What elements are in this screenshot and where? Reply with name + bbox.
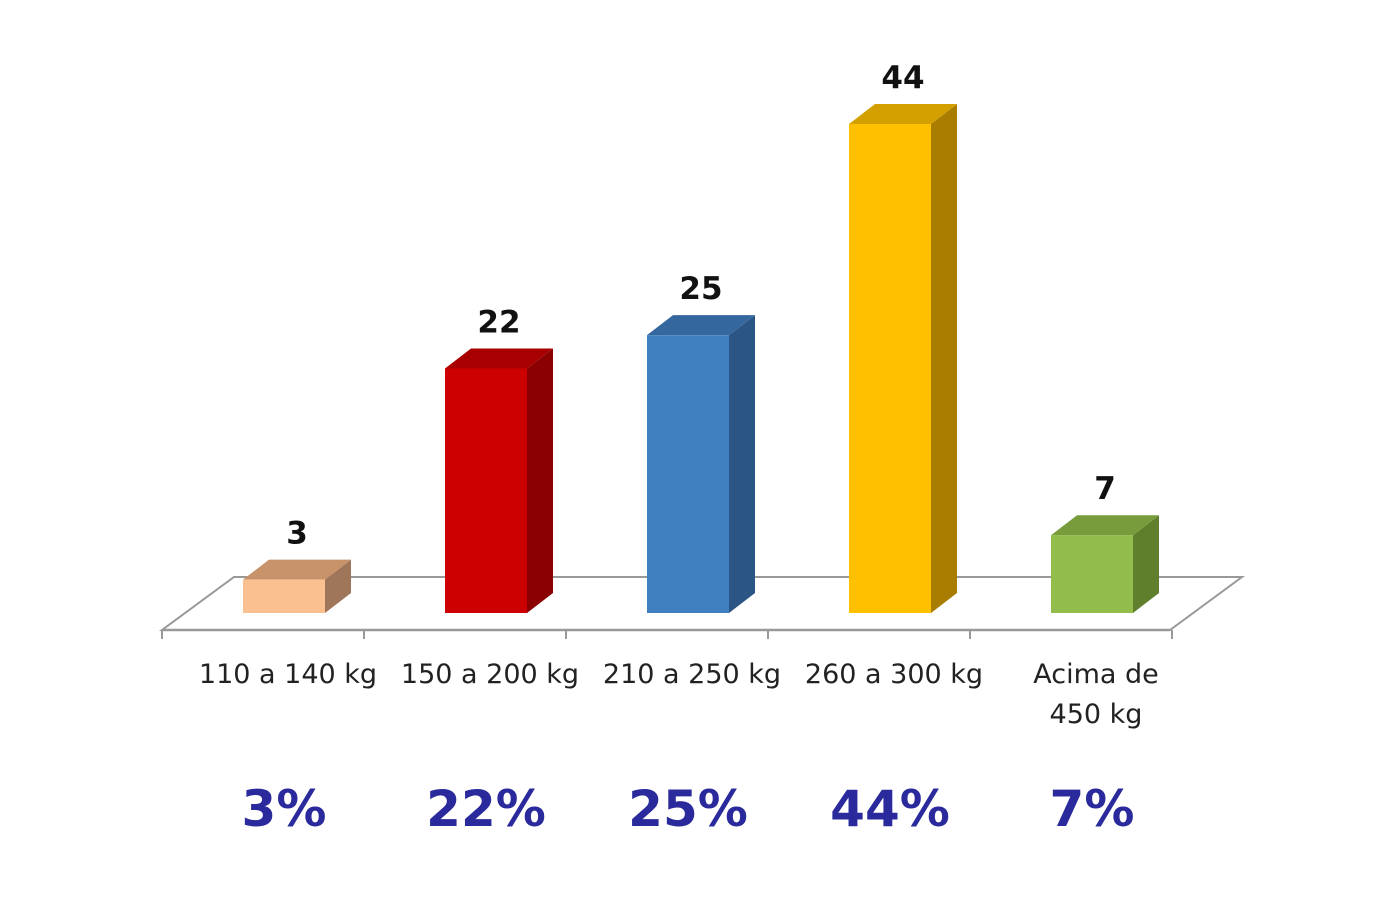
- percent-labels-group: 3% 22% 25% 44% 7%: [242, 780, 1135, 838]
- data-label: 25: [679, 271, 722, 307]
- bar-side-face: [325, 559, 351, 613]
- bars-group: [243, 104, 1159, 613]
- percent-label: 25%: [628, 780, 748, 838]
- bar-side-face: [527, 348, 553, 613]
- bar-top-face: [445, 348, 553, 369]
- bar-side-face: [729, 315, 755, 613]
- category-labels-group: 110 a 140 kg 150 a 200 kg 210 a 250 kg 260 …: [199, 659, 1159, 730]
- bar-top-face: [243, 559, 351, 580]
- chart-floor: [158, 576, 1246, 639]
- x-tick-label: 260 a 300 kg: [805, 659, 983, 690]
- bar-side-face: [931, 104, 957, 613]
- bar: [243, 559, 351, 613]
- percent-label: 44%: [830, 780, 950, 838]
- bar: [647, 315, 755, 613]
- percent-label: 22%: [426, 780, 546, 838]
- x-tick-label: 110 a 140 kg: [199, 659, 377, 690]
- percent-label: 7%: [1050, 780, 1135, 838]
- value-labels-group: 3 22 25 44 7: [286, 60, 1116, 552]
- bar-front-face: [243, 579, 325, 613]
- bar: [445, 348, 553, 613]
- bar: [849, 104, 957, 613]
- bar-front-face: [1051, 535, 1133, 613]
- bar-front-face: [445, 368, 527, 613]
- percent-label: 3%: [242, 780, 327, 838]
- x-tick-label: 150 a 200 kg: [401, 659, 579, 690]
- bar-top-face: [1051, 515, 1159, 536]
- x-tick-label: 210 a 250 kg: [603, 659, 781, 690]
- bar: [1051, 515, 1159, 613]
- bar-side-face: [1133, 515, 1159, 613]
- bar-front-face: [647, 335, 729, 613]
- data-label: 3: [286, 516, 308, 552]
- bar-top-face: [849, 104, 957, 124]
- data-label: 44: [881, 60, 924, 96]
- bar-top-face: [647, 315, 755, 336]
- data-label: 22: [477, 305, 520, 341]
- x-tick-label: Acima de 450 kg: [1033, 659, 1159, 730]
- bar-front-face: [849, 124, 931, 613]
- data-label: 7: [1094, 471, 1116, 507]
